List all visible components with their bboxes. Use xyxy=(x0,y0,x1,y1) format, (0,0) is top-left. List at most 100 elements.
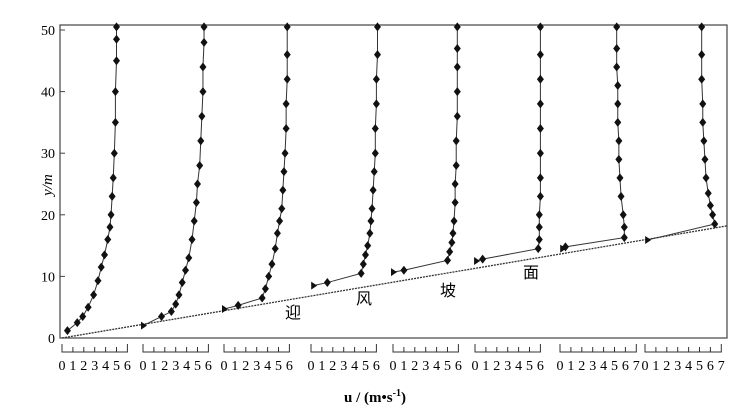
diamond-marker xyxy=(175,290,183,300)
diamond-marker xyxy=(701,154,709,164)
diamond-marker xyxy=(444,255,451,265)
diamond-marker xyxy=(614,99,622,109)
slope-surface: 迎 风 坡 面 xyxy=(61,225,728,339)
diamond-marker xyxy=(282,124,290,134)
x-tick-label: 6 xyxy=(707,359,714,374)
x-tick-label: 4 xyxy=(685,359,692,374)
diamond-marker xyxy=(613,62,621,72)
diamond-marker xyxy=(366,228,374,238)
x-tick-label: 0 xyxy=(642,359,649,374)
x-tick-label: 1 xyxy=(150,359,157,374)
diamond-marker xyxy=(199,87,207,97)
profile-5 xyxy=(391,22,461,277)
diamond-marker xyxy=(698,50,706,60)
x-tick-label: 2 xyxy=(493,359,500,374)
diamond-marker xyxy=(106,222,114,232)
diamond-marker xyxy=(110,148,118,158)
diamond-marker xyxy=(711,219,719,229)
diamond-marker xyxy=(199,62,207,72)
diamond-marker xyxy=(698,22,706,32)
slope-label: 坡 xyxy=(440,282,456,300)
profile-8 xyxy=(645,22,719,245)
diamond-marker xyxy=(273,228,281,238)
diamond-marker xyxy=(111,117,119,127)
x-tick-label: 0 xyxy=(59,359,66,374)
x-tick-label: 1 xyxy=(567,359,574,374)
diamond-marker xyxy=(111,87,119,97)
diamond-marker xyxy=(372,99,380,109)
triangle-marker xyxy=(141,321,147,330)
triangle-marker xyxy=(391,268,397,277)
x-tick-label: 4 xyxy=(600,359,607,374)
diamond-marker xyxy=(453,62,461,72)
diamond-marker xyxy=(614,117,622,127)
x-axis-label-sup: -1 xyxy=(393,388,401,399)
diamond-marker xyxy=(265,271,273,281)
diamond-marker xyxy=(280,167,288,177)
diamond-marker xyxy=(535,222,543,232)
diamond-marker xyxy=(107,210,115,220)
diamond-marker xyxy=(271,244,279,254)
x-tick-label: 0 xyxy=(390,359,397,374)
diamond-marker xyxy=(536,191,544,201)
diamond-marker xyxy=(109,173,117,183)
diamond-marker xyxy=(198,111,206,121)
diamond-marker xyxy=(704,188,712,198)
profile-2 xyxy=(141,22,208,330)
profiles xyxy=(63,22,719,336)
diamond-marker xyxy=(536,74,544,84)
diamond-marker xyxy=(373,22,381,32)
y-tick-label: 10 xyxy=(41,270,55,285)
x-tick-label: 6 xyxy=(286,359,293,374)
x-tick-label: 1 xyxy=(318,359,325,374)
x-tick-label: 6 xyxy=(373,359,380,374)
diamond-marker xyxy=(373,50,381,60)
x-tick-label: 2 xyxy=(578,359,585,374)
x-axis-line xyxy=(644,344,722,353)
diamond-marker xyxy=(699,99,707,109)
x-axis-label-main: u / (m•s xyxy=(344,390,393,406)
diamond-marker xyxy=(613,22,621,32)
x-tick-label: 3 xyxy=(422,359,429,374)
slope-label: 面 xyxy=(523,265,539,282)
x-tick-label: 0 xyxy=(557,359,564,374)
x-axis-label-close: ) xyxy=(401,390,406,406)
diamond-marker xyxy=(234,300,242,310)
diamond-marker xyxy=(620,222,628,232)
diamond-marker xyxy=(536,173,544,183)
x-tick-label: 5 xyxy=(275,359,282,374)
diamond-marker xyxy=(188,234,196,244)
x-tick-label: 2 xyxy=(242,359,249,374)
x-tick-label: 2 xyxy=(161,359,168,374)
diamond-marker xyxy=(367,216,375,226)
x-tick-label: 3 xyxy=(340,359,347,374)
x-tick-label: 6 xyxy=(537,359,544,374)
diamond-marker xyxy=(101,250,109,260)
profile-line xyxy=(223,26,288,310)
diamond-marker xyxy=(113,22,120,32)
diamond-marker xyxy=(535,234,543,244)
diamond-marker xyxy=(699,117,707,127)
diamond-marker xyxy=(451,197,459,207)
profile-4 xyxy=(311,22,381,290)
triangle-marker xyxy=(474,257,481,265)
diamond-marker xyxy=(706,201,714,211)
diamond-marker xyxy=(453,111,461,121)
x-tick-label: 6 xyxy=(455,359,462,374)
y-tick-label: 40 xyxy=(41,86,55,101)
diamond-marker xyxy=(362,250,369,260)
x-tick-label: 3 xyxy=(91,359,98,374)
x-tick-label: 4 xyxy=(183,359,190,374)
diamond-marker xyxy=(536,124,544,134)
x-axis-label: u / (m•s-1) xyxy=(344,388,406,406)
x-tick-label: 4 xyxy=(102,359,109,374)
x-tick-label: 2 xyxy=(80,359,87,374)
y-tick-label: 50 xyxy=(41,24,55,39)
y-tick-label: 0 xyxy=(48,332,55,347)
